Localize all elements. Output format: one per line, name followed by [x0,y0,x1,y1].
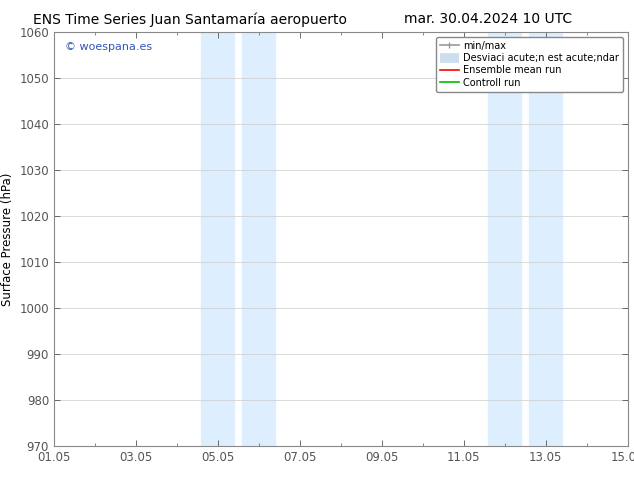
Legend: min/max, Desviaci acute;n est acute;ndar, Ensemble mean run, Controll run: min/max, Desviaci acute;n est acute;ndar… [436,37,623,92]
Bar [529,32,562,446]
Text: mar. 30.04.2024 10 UTC: mar. 30.04.2024 10 UTC [404,12,573,26]
Bar [488,32,521,446]
Bar [202,32,234,446]
Text: © woespana.es: © woespana.es [65,42,153,52]
Bar [242,32,275,446]
Text: ENS Time Series Juan Santamaría aeropuerto: ENS Time Series Juan Santamaría aeropuer… [33,12,347,27]
Y-axis label: Surface Pressure (hPa): Surface Pressure (hPa) [1,172,14,306]
